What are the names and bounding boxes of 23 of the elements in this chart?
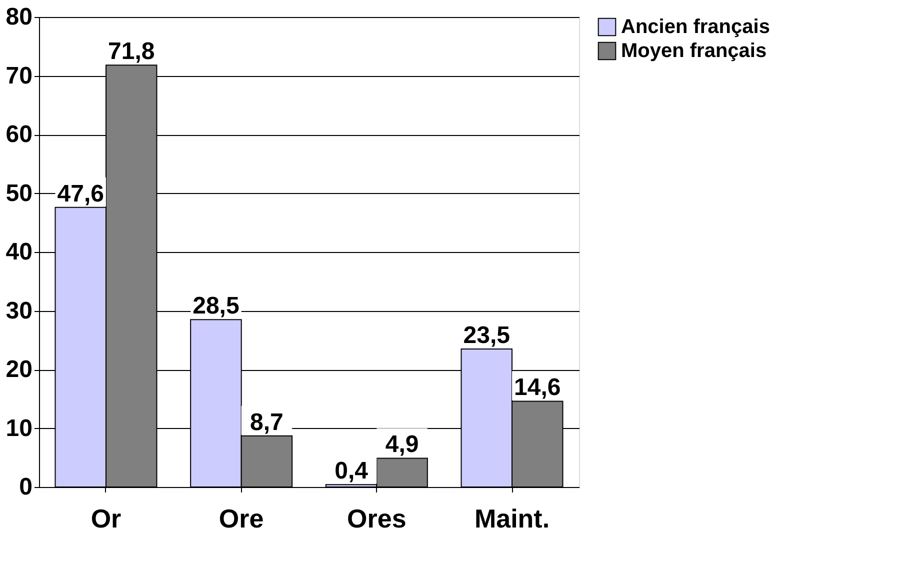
data-label: 4,9	[385, 431, 419, 458]
y-tick-label: 40	[6, 238, 32, 266]
x-tick-label: Maint.	[474, 504, 550, 534]
y-tick-label: 0	[19, 474, 32, 500]
x-tick-label: Ores	[347, 504, 406, 534]
y-tick-label: 70	[6, 62, 32, 90]
y-tick-label: 50	[6, 180, 32, 207]
data-label: 28,5	[192, 292, 240, 320]
data-label: 14,6	[514, 374, 561, 402]
x-tick-label: Or	[90, 504, 122, 534]
y-tick-label: 10	[6, 414, 32, 442]
y-tick-label: 30	[6, 297, 32, 324]
data-label: 8,7	[250, 408, 284, 436]
data-label: 47,6	[57, 180, 104, 208]
y-tick-label: 60	[6, 121, 32, 148]
data-label: 0,4	[334, 458, 369, 485]
legend-label: Ancien français	[621, 16, 770, 38]
y-tick-label: 80	[6, 4, 32, 30]
y-tick-label: 20	[6, 356, 32, 383]
legend-label: Moyen français	[621, 40, 767, 62]
x-tick-label: Ore	[218, 504, 264, 534]
data-label: 71,8	[108, 38, 155, 66]
data-label: 23,5	[463, 322, 510, 349]
